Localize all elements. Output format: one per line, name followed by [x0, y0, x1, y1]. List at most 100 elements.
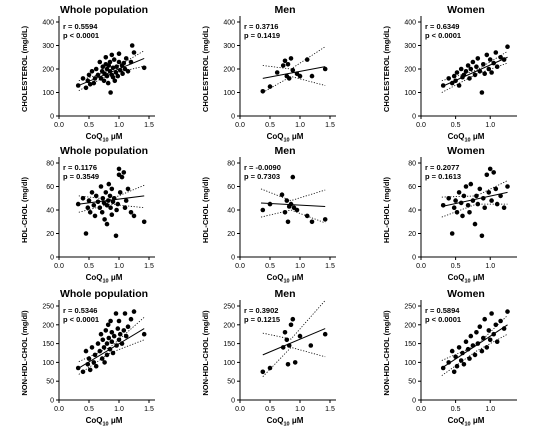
- y-tick-label: 80: [46, 161, 54, 168]
- data-point: [498, 55, 503, 60]
- x-tick-label: 0.5: [451, 263, 461, 270]
- x-tick-label: 0.0: [235, 263, 245, 270]
- data-point: [285, 219, 291, 225]
- x-axis-label-unit: μM: [471, 416, 485, 425]
- data-point: [122, 205, 128, 210]
- data-point: [463, 184, 469, 189]
- y-tick-label: 250: [42, 304, 54, 311]
- scatter-panel-7: Whole population 0 50 100 150 200 250 0.0 0.5 1.0…: [20, 288, 155, 428]
- y-tick-label: 60: [227, 184, 235, 191]
- data-point: [467, 76, 472, 81]
- y-tick-label: 80: [227, 161, 235, 168]
- y-tick-label: 100: [42, 90, 54, 97]
- data-point: [75, 365, 81, 371]
- p-value: p = 0.1215: [244, 315, 280, 324]
- data-point: [91, 360, 97, 365]
- panel-title: Women: [447, 288, 485, 300]
- data-point: [102, 360, 107, 365]
- data-point: [288, 322, 294, 328]
- correlation-r: r = 0.2077: [425, 163, 459, 172]
- data-point: [103, 55, 109, 60]
- data-point: [286, 343, 292, 348]
- data-point: [80, 196, 86, 201]
- data-point: [85, 78, 91, 84]
- data-point: [440, 83, 446, 88]
- y-tick-label: 100: [223, 360, 235, 367]
- data-point: [468, 333, 474, 339]
- data-point: [482, 316, 488, 322]
- data-point: [113, 233, 119, 239]
- y-tick-label: 200: [223, 322, 235, 329]
- data-point: [288, 201, 294, 207]
- x-tick-label: 1.0: [295, 122, 305, 129]
- data-point: [121, 170, 127, 175]
- data-point: [309, 73, 315, 79]
- x-axis-label-unit: μM: [290, 273, 304, 282]
- data-point: [109, 52, 115, 58]
- data-point: [446, 196, 452, 201]
- x-tick-label: 0.5: [265, 263, 275, 270]
- data-point: [474, 193, 479, 199]
- data-point: [468, 66, 474, 72]
- data-point: [440, 365, 446, 371]
- y-tick-label: 50: [408, 379, 416, 386]
- data-point: [109, 339, 115, 345]
- x-axis-label-subscript: 10: [283, 138, 289, 144]
- y-axis-label: NON-HDL-CHOL (mg/dl): [382, 310, 391, 396]
- scatter-panel-2: Men 0 100 200 300 400 0.0 0.5 1.0 1.5 CoQ10 μM CHOL…: [201, 4, 336, 144]
- confidence-band-lower: [262, 76, 326, 93]
- data-point: [472, 221, 478, 227]
- data-point: [297, 73, 303, 79]
- data-point: [115, 201, 121, 207]
- data-point: [446, 360, 452, 365]
- data-point: [486, 190, 492, 195]
- data-point: [114, 207, 119, 213]
- data-point: [80, 76, 86, 81]
- data-point: [260, 369, 266, 375]
- data-point: [461, 72, 467, 78]
- data-point: [104, 203, 110, 208]
- x-tick-label: 0.5: [265, 122, 275, 129]
- y-axis-label: CHOLESTEROL (mg/dL): [382, 25, 391, 112]
- x-tick-label: 1.5: [144, 122, 154, 129]
- data-point: [285, 62, 291, 67]
- data-point: [487, 57, 493, 62]
- p-value: p < 0.0001: [425, 31, 461, 40]
- correlation-r: r = 0.1176: [63, 163, 97, 172]
- data-point: [454, 363, 460, 369]
- data-point: [116, 337, 122, 343]
- p-value: p = 0.3549: [63, 172, 99, 181]
- x-tick-label: 0.0: [235, 122, 245, 129]
- x-tick-label: 1.0: [485, 122, 495, 129]
- data-point: [111, 196, 117, 201]
- x-axis-label-subscript: 10: [464, 279, 470, 285]
- panel-title: Women: [447, 4, 485, 16]
- y-tick-label: 20: [408, 231, 416, 238]
- x-axis-label-unit: μM: [290, 132, 304, 141]
- data-point: [294, 207, 300, 213]
- data-point: [91, 80, 97, 86]
- data-point: [280, 345, 286, 350]
- x-tick-label: 1.5: [325, 406, 335, 413]
- x-tick-label: 1.0: [114, 122, 124, 129]
- data-point: [481, 335, 486, 341]
- data-point: [267, 84, 273, 89]
- x-axis-label-subscript: 10: [102, 422, 108, 428]
- data-point: [440, 203, 446, 208]
- correlation-r: r = 0.3902: [244, 306, 278, 315]
- data-point: [93, 66, 99, 72]
- data-point: [111, 57, 117, 62]
- data-point: [86, 356, 92, 361]
- x-tick-label: 1.5: [144, 263, 154, 270]
- data-point: [101, 78, 107, 84]
- data-point: [87, 367, 93, 373]
- x-axis-label: CoQ10 μM: [267, 273, 304, 285]
- y-tick-label: 150: [223, 341, 235, 348]
- data-point: [477, 69, 483, 74]
- confidence-band-upper: [260, 188, 326, 202]
- data-point: [451, 73, 457, 79]
- x-axis-label-main: CoQ: [86, 416, 103, 425]
- y-tick-label: 150: [404, 341, 416, 348]
- data-point: [465, 63, 471, 68]
